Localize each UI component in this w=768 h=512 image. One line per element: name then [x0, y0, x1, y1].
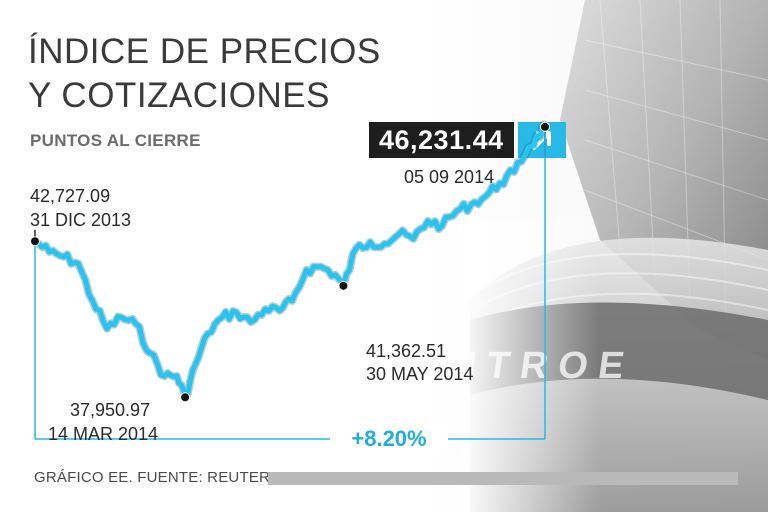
annotation-point-3	[540, 121, 550, 132]
chart-title: ÍNDICE DE PRECIOS Y COTIZACIONES	[28, 30, 448, 118]
title-line-1: ÍNDICE DE PRECIOS	[28, 32, 381, 71]
title-line-2: Y COTIZACIONES	[28, 76, 330, 115]
annotation-point-1	[180, 392, 191, 403]
last-date-label: 05 09 2014	[404, 167, 495, 187]
mid-value-label: 41,362.51	[366, 341, 447, 361]
mid-date-label: 30 MAY 2014	[366, 364, 474, 384]
start-date-label: 31 DIC 2013	[30, 210, 132, 230]
chart-subtitle: PUNTOS AL CIERRE	[30, 131, 201, 150]
series-line-outline	[31, 120, 549, 402]
annotation-point-0	[30, 236, 40, 247]
footer-rule	[268, 472, 738, 485]
change-label: +8.20%	[330, 424, 448, 454]
series-line	[32, 121, 548, 400]
start-value-label: 42,727.09	[30, 186, 111, 206]
last-value-callout: 46,231.44	[369, 122, 566, 158]
min-date-label: 14 MAR 2014	[48, 424, 159, 444]
min-value-label: 37,950.97	[70, 400, 151, 420]
annotation-point-2	[338, 280, 349, 291]
last-value: 46,231.44	[369, 122, 514, 158]
source-note: GRÁFICO EE. FUENTE: REUTERS.	[34, 469, 285, 486]
